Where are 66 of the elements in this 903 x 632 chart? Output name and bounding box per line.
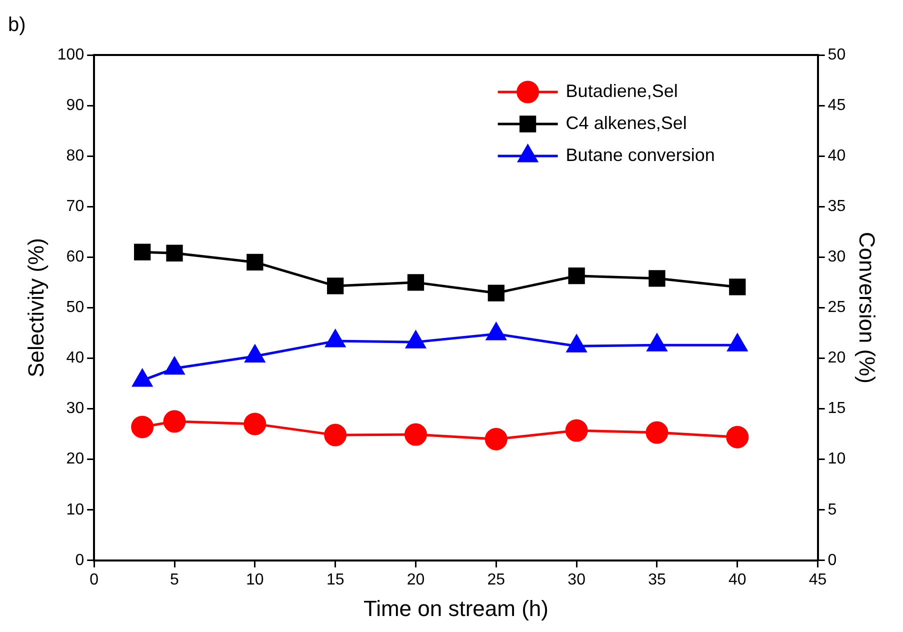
- point: [164, 357, 184, 375]
- point: [166, 244, 183, 262]
- x-axis-title: Time on stream (h): [363, 596, 548, 621]
- x-tick-label: 35: [648, 571, 666, 588]
- x-tick-label: 45: [808, 571, 827, 588]
- x-tick-label: 0: [90, 571, 99, 588]
- y2-tick-label: 10: [828, 450, 846, 468]
- y-tick-label: 0: [75, 552, 84, 569]
- y-tick-label: 60: [66, 248, 84, 266]
- legend-label: C4 alkenes,Sel: [566, 112, 687, 133]
- legend-label: Butadiene,Sel: [566, 80, 678, 101]
- y2-tick-label: 0: [828, 552, 837, 569]
- point: [486, 322, 506, 340]
- point: [729, 278, 746, 296]
- y2-tick-label: 40: [828, 147, 846, 164]
- y2-tick-label: 5: [828, 501, 837, 518]
- y2-tick-label: 30: [828, 248, 846, 266]
- y2-axis-title: Conversion (%): [854, 232, 880, 384]
- y-axis-title: Selectivity (%): [23, 238, 48, 378]
- point: [565, 419, 588, 442]
- point: [727, 334, 748, 352]
- point: [488, 284, 504, 302]
- point: [484, 428, 508, 450]
- y2-tick-label: 35: [828, 198, 846, 216]
- point: [131, 416, 154, 438]
- point: [324, 424, 347, 446]
- x-tick-label: 5: [170, 571, 180, 588]
- x-tick-label: 15: [326, 571, 344, 588]
- x-tick-label: 25: [487, 571, 506, 588]
- y-tick-label: 30: [66, 400, 84, 418]
- point: [726, 426, 749, 448]
- point: [163, 410, 186, 433]
- point: [568, 268, 585, 284]
- y-tick-label: 90: [66, 96, 84, 114]
- legend-label: Butane conversion: [566, 144, 715, 165]
- point: [647, 334, 667, 352]
- y-tick-label: 10: [66, 501, 84, 518]
- point: [566, 334, 586, 352]
- point: [134, 244, 151, 260]
- x-tick-label: 20: [406, 571, 425, 588]
- point: [406, 330, 426, 348]
- point: [648, 270, 666, 287]
- point: [404, 423, 427, 446]
- point: [407, 274, 424, 291]
- point: [246, 254, 264, 271]
- x-tick-label: 30: [568, 571, 586, 588]
- point: [245, 344, 265, 362]
- point: [244, 412, 266, 436]
- y-tick-label: 100: [57, 46, 84, 64]
- point: [325, 330, 346, 348]
- y2-tick-label: 50: [828, 46, 846, 64]
- y2-tick-label: 20: [828, 350, 846, 367]
- text: b): [8, 14, 26, 37]
- y-tick-label: 70: [66, 198, 84, 216]
- point: [132, 369, 152, 387]
- x-tick-label: 40: [728, 571, 746, 588]
- point: [327, 278, 344, 294]
- y2-tick-label: 45: [828, 96, 846, 114]
- point: [646, 421, 668, 444]
- y2-tick-label: 15: [828, 400, 846, 418]
- x-tick-label: 10: [246, 571, 264, 588]
- y-tick-label: 40: [66, 350, 84, 367]
- y2-tick-label: 25: [828, 299, 846, 316]
- y-tick-label: 50: [66, 299, 84, 316]
- y-tick-label: 20: [66, 450, 84, 468]
- y-tick-label: 80: [66, 147, 84, 164]
